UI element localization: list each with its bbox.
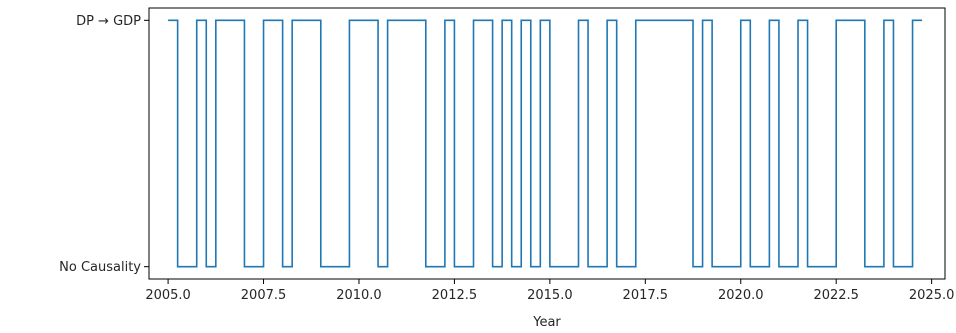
x-tick-label: 2010.0: [336, 288, 382, 303]
y-tick-label: No Causality: [59, 260, 141, 275]
x-tick-label: 2005.0: [145, 288, 191, 303]
plot-area: [148, 7, 946, 280]
causality-series-line: [168, 19, 923, 268]
x-tick-label: 2020.0: [718, 288, 764, 303]
y-axis-ticks: No Causality DP → GDP: [59, 14, 149, 275]
plot-frame: [148, 7, 946, 280]
x-tick-label: 2017.5: [623, 288, 669, 303]
x-axis-title: Year: [532, 315, 561, 330]
x-axis-ticks: 2005.0 2007.5 2010.0 2012.5 2015.0 2017.5 2020…: [145, 279, 954, 303]
x-tick-label: 2007.5: [241, 288, 287, 303]
x-tick-label: 2012.5: [432, 288, 478, 303]
y-tick-label: DP → GDP: [76, 14, 141, 29]
x-tick-label: 2022.5: [813, 288, 859, 303]
x-tick-label: 2025.0: [909, 288, 955, 303]
x-tick-label: 2015.0: [527, 288, 573, 303]
